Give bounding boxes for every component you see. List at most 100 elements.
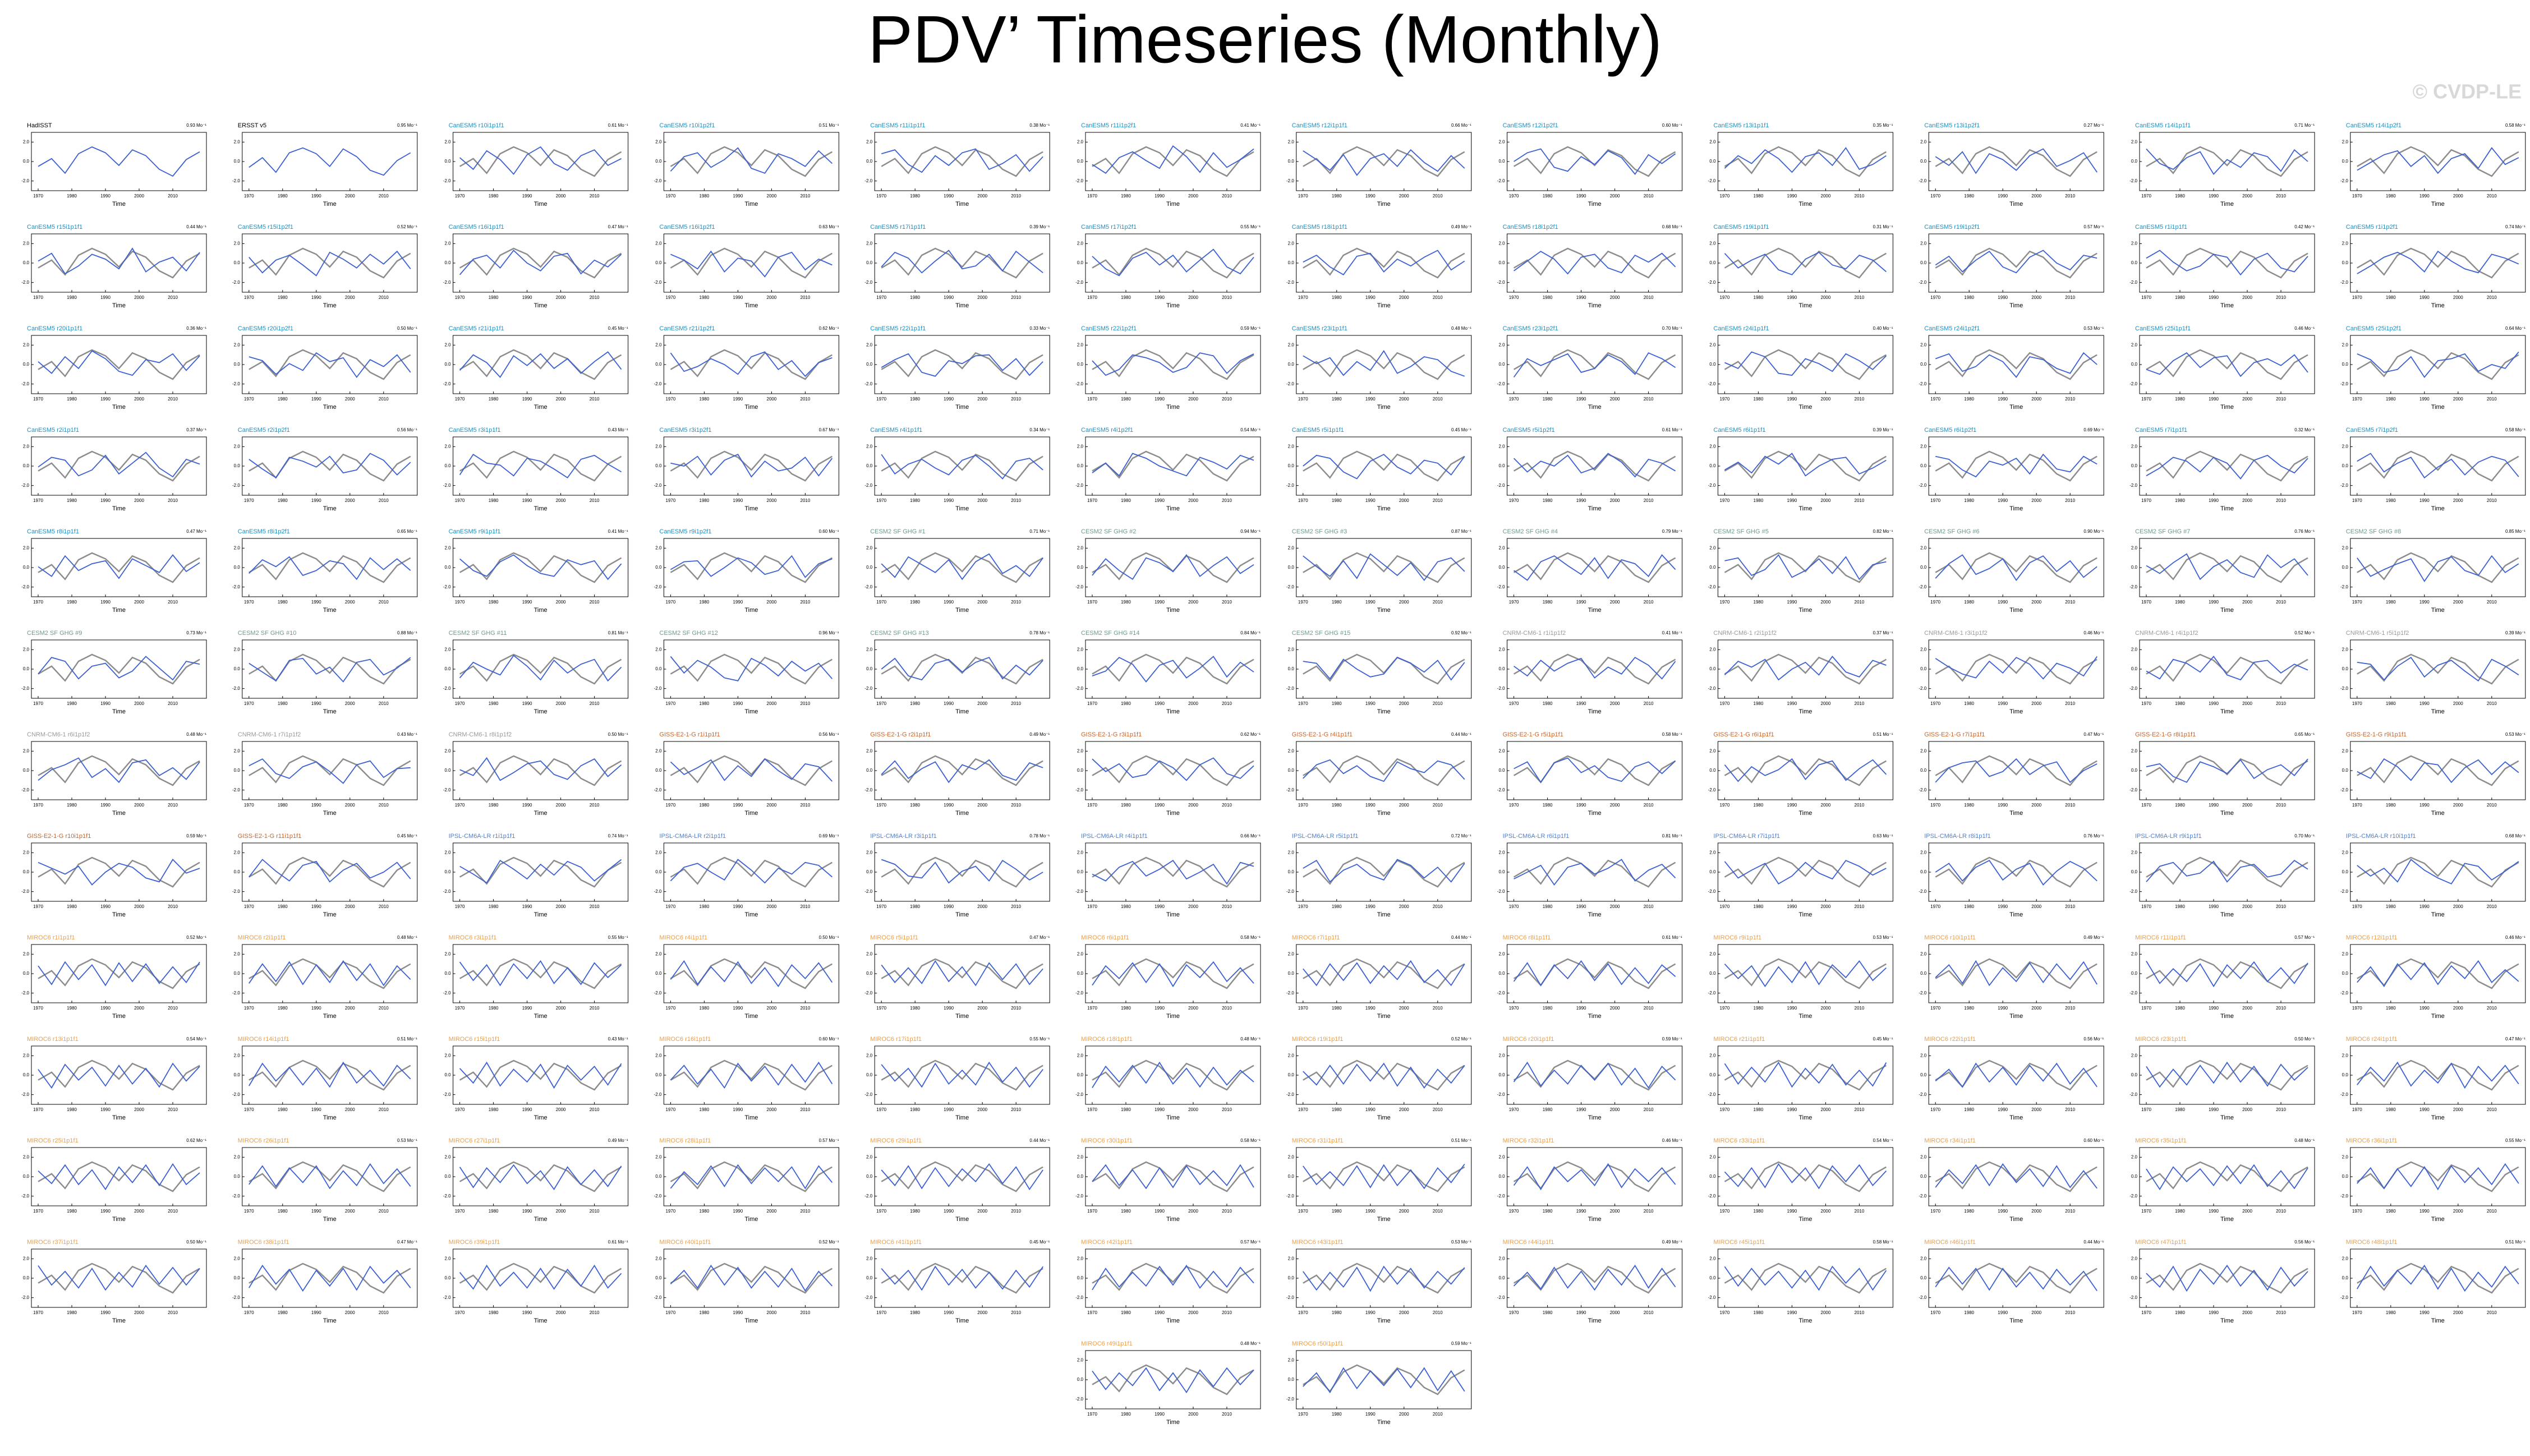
y-tick-label: -2.0 (654, 178, 662, 183)
panel-annotation: 0.53 Mo⁻¹ (2505, 732, 2526, 737)
x-tick-label: 1970 (2141, 803, 2151, 808)
observed-line (881, 552, 1043, 583)
y-tick-label: 0.0 (1288, 1275, 1295, 1280)
x-tick-label: 1980 (2386, 701, 2396, 706)
y-tick-label: 0.0 (1709, 159, 1716, 164)
x-tick-label: 1970 (1298, 1412, 1308, 1417)
member-line (1724, 1061, 1887, 1088)
x-tick-label: 1990 (1154, 295, 1165, 300)
observed-line (881, 856, 1043, 888)
y-tick-label: 0.0 (444, 565, 451, 570)
observed-line (2146, 349, 2308, 380)
panel: GISS-E2-1-G r1i1p1f1 0.56 Mo⁻¹-2.00.02.01… (654, 731, 839, 817)
x-tick-label: 1980 (1332, 1107, 1342, 1112)
x-tick-label: 1970 (455, 1209, 465, 1214)
x-tick-label: 1970 (244, 1107, 254, 1112)
x-tick-label: 1970 (2141, 295, 2151, 300)
x-axis-label: Time (2009, 1317, 2023, 1324)
x-tick-label: 1980 (278, 1006, 288, 1011)
y-tick-label: -2.0 (864, 1194, 872, 1199)
member-line (881, 1061, 1043, 1088)
y-tick-label: 2.0 (23, 342, 30, 347)
panel-title: GISS-E2-1-G r8i1p1f1 (2135, 731, 2196, 738)
x-axis-label: Time (2220, 607, 2234, 614)
x-tick-label: 1980 (489, 1209, 499, 1214)
x-tick-label: 2010 (1855, 1006, 1865, 1011)
x-tick-label: 1990 (1154, 1412, 1165, 1417)
panel-annotation: 0.41 Mo⁻¹ (608, 529, 628, 534)
x-tick-label: 1980 (1964, 498, 1974, 503)
x-tick-label: 1980 (1964, 397, 1974, 402)
y-tick-label: 2.0 (866, 1154, 873, 1159)
x-axis-label: Time (1588, 505, 1602, 512)
panel-annotation: 0.33 Mo⁻¹ (1029, 326, 1050, 331)
member-line (2357, 960, 2519, 988)
x-tick-label: 2000 (767, 1107, 777, 1112)
y-tick-label: 0.0 (866, 869, 873, 874)
y-tick-label: 2.0 (23, 1053, 30, 1058)
x-tick-label: 1970 (876, 295, 886, 300)
y-tick-label: 2.0 (1920, 444, 1927, 449)
x-tick-label: 2000 (767, 397, 777, 402)
x-tick-label: 1980 (1964, 701, 1974, 706)
panel: CanESM5 r18i1p2f1 0.68 Mo⁻¹-2.00.02.01970… (1497, 224, 1683, 309)
y-tick-label: -2.0 (864, 178, 872, 183)
x-tick-label: 1980 (67, 1209, 77, 1214)
y-tick-label: 2.0 (866, 850, 873, 855)
x-tick-label: 1970 (1298, 397, 1308, 402)
panel-annotation: 0.47 Mo⁻¹ (186, 529, 206, 534)
plot-frame (2350, 944, 2526, 1003)
panel: CanESM5 r17i1p2f1 0.55 Mo⁻¹-2.00.02.01970… (1075, 224, 1261, 309)
observed-line (459, 755, 622, 786)
y-tick-label: 2.0 (1709, 850, 1716, 855)
member-line (1303, 1265, 1465, 1292)
y-tick-label: 2.0 (1498, 1256, 1505, 1261)
plot-frame (242, 132, 418, 191)
x-tick-label: 1980 (1121, 498, 1131, 503)
y-tick-label: 2.0 (1077, 1256, 1084, 1261)
x-tick-label: 2000 (2242, 498, 2252, 503)
y-tick-label: -2.0 (443, 483, 451, 488)
x-tick-label: 1980 (1754, 498, 1764, 503)
x-tick-label: 1990 (1576, 295, 1586, 300)
x-tick-label: 1980 (1543, 701, 1553, 706)
panel-annotation: 0.53 Mo⁻¹ (2083, 326, 2104, 331)
panel-title: CanESM5 r10i1p1f1 (449, 122, 504, 129)
x-tick-label: 2000 (2031, 600, 2041, 605)
y-tick-label: -2.0 (1497, 889, 1505, 894)
observed-line (1724, 755, 1887, 786)
observed-line (2146, 1263, 2308, 1294)
x-tick-label: 1980 (2175, 1107, 2185, 1112)
panel-annotation: 0.53 Mo⁻¹ (1451, 1240, 1471, 1245)
y-tick-label: 0.0 (234, 1072, 241, 1077)
observed-line (2146, 856, 2308, 888)
x-axis-label: Time (1588, 1317, 1602, 1324)
x-tick-label: 2000 (1188, 600, 1198, 605)
x-axis-label: Time (955, 1013, 969, 1020)
x-tick-label: 1980 (2386, 1006, 2396, 1011)
panel: CanESM5 r10i1p1f1 0.61 Mo⁻¹-2.00.02.01970… (443, 122, 629, 208)
x-tick-label: 2010 (1433, 1006, 1443, 1011)
x-tick-label: 2000 (1821, 193, 1831, 199)
x-tick-label: 2010 (2487, 498, 2497, 503)
x-tick-label: 2010 (590, 193, 600, 199)
y-tick-label: 2.0 (1709, 444, 1716, 449)
y-tick-label: -2.0 (2340, 787, 2348, 792)
y-tick-label: 0.0 (23, 971, 30, 976)
y-tick-label: -2.0 (1497, 686, 1505, 691)
y-tick-label: 2.0 (866, 748, 873, 753)
x-tick-label: 2000 (1821, 1310, 1831, 1315)
x-axis-label: Time (1798, 1013, 1812, 1020)
observed-line (2357, 1161, 2519, 1192)
x-tick-label: 1990 (2419, 295, 2430, 300)
plot-frame (31, 842, 207, 902)
x-tick-label: 1980 (1543, 1310, 1553, 1315)
y-tick-label: -2.0 (1919, 686, 1926, 691)
member-line (1092, 1264, 1254, 1291)
x-tick-label: 2010 (1855, 701, 1865, 706)
x-tick-label: 1990 (311, 1310, 321, 1315)
member-line (1935, 148, 2097, 174)
panel-title: CanESM5 r11i1p1f1 (870, 122, 925, 129)
x-tick-label: 1970 (1298, 498, 1308, 503)
